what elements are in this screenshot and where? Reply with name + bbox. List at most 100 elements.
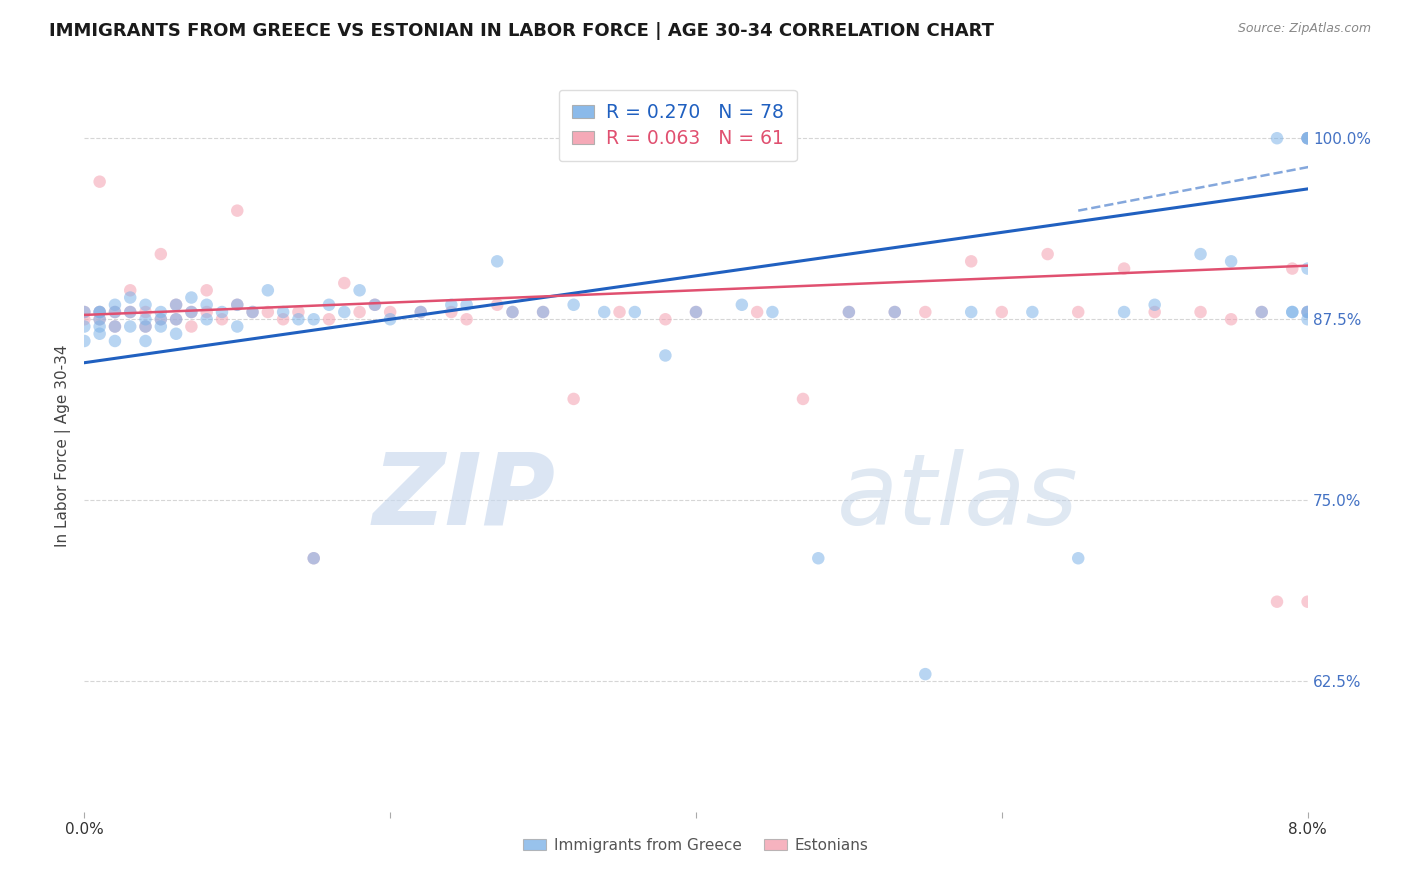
Point bbox=[149, 247, 172, 261]
Point bbox=[838, 305, 860, 319]
Point bbox=[960, 305, 983, 319]
Point bbox=[195, 305, 218, 319]
Point bbox=[302, 551, 325, 566]
Point bbox=[502, 305, 524, 319]
Point bbox=[1067, 551, 1090, 566]
Point bbox=[1296, 305, 1319, 319]
Point bbox=[104, 319, 127, 334]
Text: IMMIGRANTS FROM GREECE VS ESTONIAN IN LABOR FORCE | AGE 30-34 CORRELATION CHART: IMMIGRANTS FROM GREECE VS ESTONIAN IN LA… bbox=[49, 22, 994, 40]
Point bbox=[226, 319, 249, 334]
Point bbox=[135, 312, 157, 326]
Point bbox=[1250, 305, 1272, 319]
Point bbox=[1296, 312, 1319, 326]
Point bbox=[333, 305, 356, 319]
Point bbox=[486, 254, 509, 268]
Point bbox=[593, 305, 616, 319]
Point bbox=[914, 305, 936, 319]
Point bbox=[89, 312, 111, 326]
Point bbox=[73, 305, 96, 319]
Point bbox=[120, 291, 142, 305]
Point bbox=[165, 326, 187, 341]
Point bbox=[318, 312, 340, 326]
Point bbox=[792, 392, 814, 406]
Point bbox=[165, 312, 187, 326]
Point bbox=[685, 305, 707, 319]
Point bbox=[302, 312, 325, 326]
Point bbox=[89, 326, 111, 341]
Point bbox=[654, 312, 676, 326]
Point bbox=[1296, 261, 1319, 276]
Point bbox=[1143, 305, 1166, 319]
Point bbox=[1281, 305, 1303, 319]
Point bbox=[165, 298, 187, 312]
Point bbox=[1189, 305, 1212, 319]
Point bbox=[914, 667, 936, 681]
Point bbox=[195, 312, 218, 326]
Point bbox=[960, 254, 983, 268]
Point bbox=[318, 298, 340, 312]
Point bbox=[1296, 305, 1319, 319]
Point bbox=[364, 298, 387, 312]
Point bbox=[380, 312, 402, 326]
Point bbox=[104, 305, 127, 319]
Point bbox=[89, 319, 111, 334]
Point bbox=[456, 298, 478, 312]
Point bbox=[1281, 305, 1303, 319]
Point bbox=[73, 334, 96, 348]
Point bbox=[409, 305, 432, 319]
Point bbox=[104, 305, 127, 319]
Point bbox=[226, 298, 249, 312]
Point bbox=[135, 305, 157, 319]
Point bbox=[180, 291, 202, 305]
Point bbox=[120, 319, 142, 334]
Point bbox=[73, 312, 96, 326]
Point bbox=[761, 305, 783, 319]
Point bbox=[149, 312, 172, 326]
Point bbox=[165, 298, 187, 312]
Point bbox=[685, 305, 707, 319]
Point bbox=[104, 334, 127, 348]
Point bbox=[747, 305, 769, 319]
Point bbox=[807, 551, 830, 566]
Y-axis label: In Labor Force | Age 30-34: In Labor Force | Age 30-34 bbox=[55, 344, 72, 548]
Point bbox=[89, 312, 111, 326]
Point bbox=[135, 298, 157, 312]
Point bbox=[502, 305, 524, 319]
Point bbox=[349, 305, 371, 319]
Point bbox=[562, 392, 585, 406]
Point bbox=[991, 305, 1014, 319]
Point bbox=[1220, 254, 1243, 268]
Point bbox=[1296, 595, 1319, 609]
Point bbox=[180, 305, 202, 319]
Point bbox=[73, 319, 96, 334]
Point bbox=[562, 298, 585, 312]
Point bbox=[1265, 131, 1288, 145]
Point bbox=[486, 298, 509, 312]
Point bbox=[73, 305, 96, 319]
Text: Source: ZipAtlas.com: Source: ZipAtlas.com bbox=[1237, 22, 1371, 36]
Point bbox=[1143, 298, 1166, 312]
Legend: Immigrants from Greece, Estonians: Immigrants from Greece, Estonians bbox=[517, 831, 875, 859]
Point bbox=[1114, 261, 1136, 276]
Point bbox=[624, 305, 647, 319]
Point bbox=[149, 319, 172, 334]
Point bbox=[271, 312, 294, 326]
Point bbox=[104, 319, 127, 334]
Point bbox=[364, 298, 387, 312]
Text: ZIP: ZIP bbox=[373, 449, 555, 546]
Point bbox=[883, 305, 905, 319]
Point bbox=[838, 305, 860, 319]
Point bbox=[302, 551, 325, 566]
Point bbox=[349, 283, 371, 297]
Point bbox=[531, 305, 554, 319]
Point bbox=[333, 276, 356, 290]
Point bbox=[731, 298, 754, 312]
Point bbox=[1296, 131, 1319, 145]
Point bbox=[211, 305, 233, 319]
Point bbox=[149, 305, 172, 319]
Point bbox=[226, 203, 249, 218]
Point bbox=[135, 319, 157, 334]
Point bbox=[440, 298, 463, 312]
Text: atlas: atlas bbox=[837, 449, 1078, 546]
Point bbox=[654, 349, 676, 363]
